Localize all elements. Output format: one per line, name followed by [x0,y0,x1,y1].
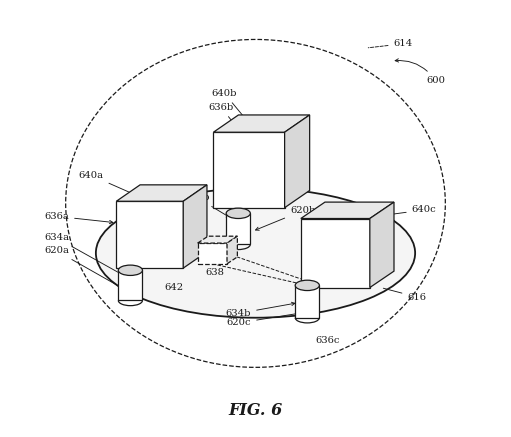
Ellipse shape [226,208,250,218]
Polygon shape [301,218,370,288]
Polygon shape [198,236,238,243]
Polygon shape [198,243,227,264]
Text: 638: 638 [205,268,224,277]
Text: 634a: 634a [44,233,123,275]
Text: 640b: 640b [212,89,253,128]
Polygon shape [119,270,143,301]
Ellipse shape [96,188,415,318]
Text: 600: 600 [395,59,445,85]
Text: FIG. 6: FIG. 6 [228,402,283,419]
Text: 642: 642 [165,283,184,292]
Polygon shape [226,213,250,244]
Text: 636a: 636a [44,212,113,224]
Text: 620c: 620c [226,312,303,327]
Text: 634b: 634b [226,302,295,318]
Polygon shape [295,285,319,318]
Text: 640c: 640c [355,205,436,221]
Text: 616: 616 [383,288,426,302]
Text: 634b: 634b [184,193,230,218]
Ellipse shape [119,265,143,275]
Text: 636b: 636b [208,103,248,141]
Polygon shape [214,115,310,132]
Text: 620b: 620b [256,206,315,230]
Ellipse shape [295,280,319,291]
Polygon shape [301,202,394,218]
Polygon shape [117,201,183,268]
Polygon shape [370,202,394,288]
Polygon shape [285,115,310,208]
Text: 614: 614 [368,39,413,48]
Polygon shape [227,236,238,264]
Text: 620a: 620a [44,246,127,291]
Text: 640a: 640a [79,171,146,200]
Polygon shape [214,132,285,208]
Polygon shape [183,185,207,268]
Polygon shape [117,185,207,201]
Text: 636c: 636c [316,336,340,345]
